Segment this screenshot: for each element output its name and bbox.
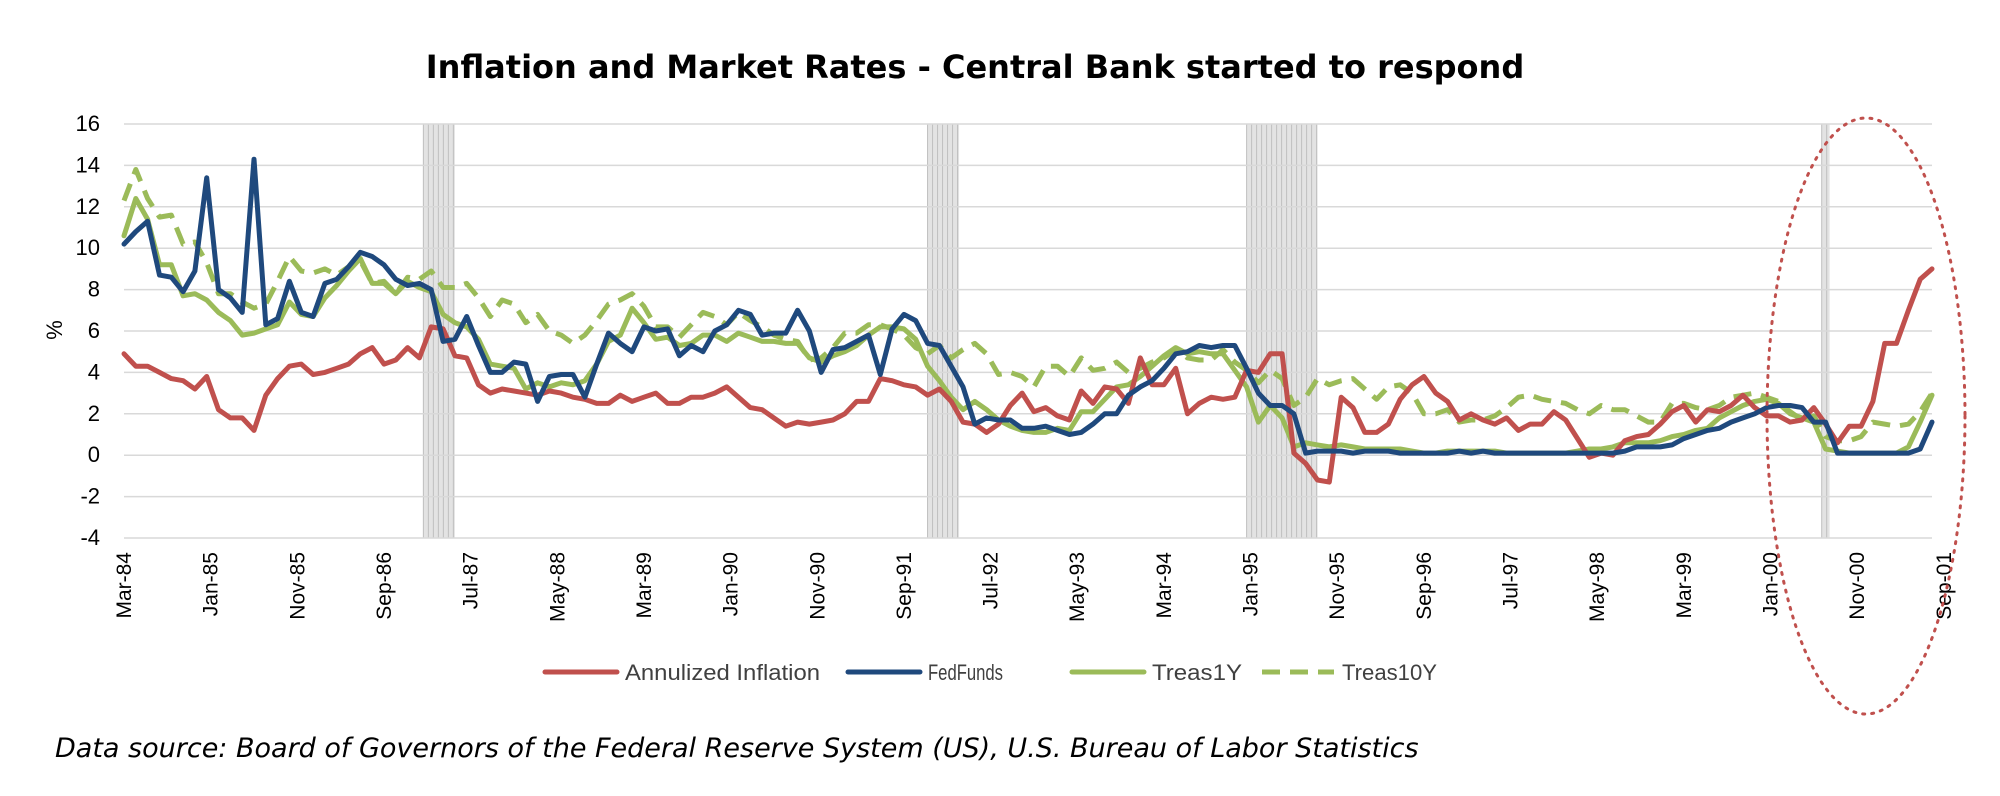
x-tick-label: Jan-85: [200, 552, 223, 616]
x-tick-label: Jan-95: [1240, 552, 1263, 616]
y-tick-label: 2: [88, 401, 100, 426]
y-tick-label: -2: [80, 484, 100, 509]
y-tick-label: 14: [76, 152, 100, 177]
series-lines: [121, 156, 1935, 485]
y-tick-label: -4: [80, 525, 100, 550]
series-line-fedfunds: [121, 156, 1935, 456]
x-tick-label: Mar-94: [1153, 552, 1176, 619]
series-line-treas10y: [121, 167, 1935, 444]
x-tick-label: Jan-90: [720, 552, 743, 616]
gridlines: [124, 123, 1932, 539]
x-tick-label: Jul-92: [980, 552, 1003, 609]
legend-label-annulized-inflation: Annulized Inflation: [625, 660, 820, 685]
y-tick-label: 12: [76, 194, 100, 219]
chart-title: Inflation and Market Rates - Central Ban…: [426, 48, 1524, 86]
y-tick-label: 0: [88, 442, 100, 467]
legend-label-treas10y: Treas10Y: [1342, 660, 1437, 685]
y-tick-label: 6: [88, 318, 100, 343]
x-tick-label: Nov-90: [806, 552, 829, 620]
x-tick-label: May-88: [546, 552, 569, 622]
x-tick-label: Jan-00: [1760, 552, 1783, 616]
x-tick-label: Sep-96: [1413, 552, 1436, 620]
x-tick-label: Jul-97: [1500, 552, 1523, 609]
x-tick-label: Mar-84: [113, 552, 136, 619]
x-tick-label: Sep-91: [893, 552, 916, 620]
x-tick-label: Mar-89: [633, 552, 656, 619]
x-tick-label: May-93: [1066, 552, 1089, 622]
x-tick-label: Mar-99: [1673, 552, 1696, 619]
x-tick-label: Sep-86: [373, 552, 396, 620]
x-axis-ticks: Mar-84 Jan-85 Nov-85 Sep-86 Jul-87 May-88 Mar-…: [113, 552, 1956, 622]
y-tick-label: 10: [76, 235, 100, 260]
y-tick-label: 16: [76, 111, 100, 136]
x-tick-label: Nov-00: [1846, 552, 1869, 620]
x-tick-label: Nov-95: [1326, 552, 1349, 620]
legend-label-fedfunds: FedFunds: [928, 660, 1003, 685]
x-tick-label: May-98: [1586, 552, 1609, 622]
series-line-annulized-inflation: [121, 266, 1935, 485]
legend: Annulized Inflation FedFunds Treas1Y Treas1…: [542, 660, 1437, 685]
x-tick-label: Jul-87: [460, 552, 483, 609]
y-axis-label: %: [42, 320, 67, 340]
x-tick-label: Nov-85: [286, 552, 309, 620]
legend-label-treas1y: Treas1Y: [1152, 660, 1242, 685]
series-line-treas1y: [121, 196, 1935, 456]
y-axis-ticks: -4 -2 0 2 4 6 8 10 12 14 16: [76, 111, 100, 550]
y-tick-label: 4: [88, 359, 100, 384]
source-note: Data source: Board of Governors of the F…: [55, 733, 1419, 764]
y-tick-label: 8: [88, 277, 100, 302]
highlight-ellipse: [1765, 116, 1967, 716]
